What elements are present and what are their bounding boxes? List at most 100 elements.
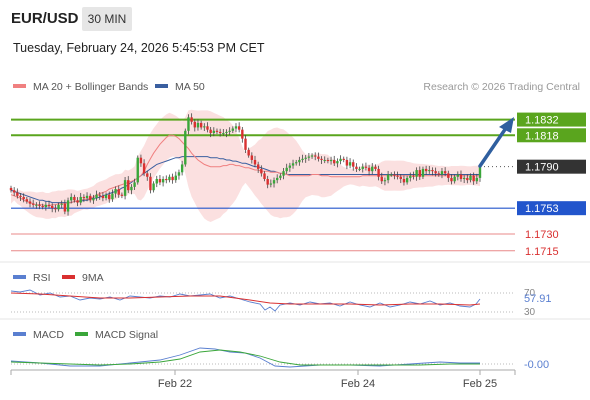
- candle-body: [215, 130, 219, 132]
- candle-body: [323, 159, 326, 161]
- candle-body: [478, 166, 482, 178]
- candle-body: [111, 193, 114, 200]
- forecast-arrow: [478, 126, 508, 168]
- candle-body: [209, 129, 212, 134]
- candle-body: [31, 203, 35, 205]
- level-label-bg: [517, 128, 586, 143]
- candle-body: [361, 166, 364, 169]
- candle-body: [456, 174, 460, 177]
- candle-body: [247, 149, 250, 156]
- candle-body: [174, 175, 177, 181]
- ma9-legend-swatch: [62, 275, 75, 279]
- candle-body: [450, 177, 453, 182]
- candle-body: [50, 205, 54, 209]
- candle-body: [234, 126, 238, 129]
- price-levels: [11, 118, 515, 252]
- candle-body: [28, 201, 32, 204]
- candle-body: [101, 195, 105, 199]
- candle-body: [98, 194, 101, 196]
- candle-body: [443, 171, 447, 174]
- candle-body: [222, 133, 225, 135]
- x-tick-label: Feb 24: [341, 378, 375, 390]
- candle-body: [405, 177, 409, 183]
- candle-body: [130, 186, 133, 191]
- candle-body: [139, 157, 143, 164]
- candles: [9, 113, 482, 216]
- ma50-legend-label: MA 50: [175, 81, 205, 93]
- candle-body: [263, 173, 266, 180]
- candle-body: [44, 204, 48, 208]
- candle-body: [168, 176, 171, 181]
- candle-body: [19, 195, 22, 197]
- bollinger-band: [11, 109, 480, 222]
- candle-body: [295, 162, 298, 164]
- candle-body: [120, 194, 124, 196]
- candle-body: [418, 170, 421, 177]
- candle-body: [85, 195, 89, 199]
- timeframe-button[interactable]: 30 MIN: [82, 7, 132, 31]
- candle-body: [380, 176, 383, 182]
- rsi-legend-label: RSI: [33, 272, 51, 284]
- level-label: 1.1818: [525, 130, 559, 142]
- level-label-bg: [517, 201, 586, 216]
- candle-body: [383, 180, 387, 182]
- candle-body: [367, 167, 371, 172]
- x-tick-label: Feb 25: [463, 378, 497, 390]
- candle-body: [285, 167, 288, 172]
- candle-body: [447, 173, 450, 178]
- candle-body: [199, 122, 203, 128]
- candle-body: [266, 179, 269, 185]
- candle-body: [355, 166, 358, 169]
- candle-body: [371, 166, 374, 172]
- timestamp: Tuesday, February 24, 2026 5:45:53 PM CE…: [13, 41, 265, 55]
- candle-body: [225, 131, 228, 134]
- candle-body: [304, 157, 307, 159]
- candle-body: [301, 158, 304, 160]
- candle-body: [158, 179, 162, 183]
- candle-body: [345, 159, 349, 166]
- candle-body: [231, 128, 235, 131]
- candle-body: [244, 138, 247, 150]
- candle-body: [25, 199, 29, 202]
- candle-body: [424, 168, 428, 172]
- credit-text: Research © 2026 Trading Central: [423, 81, 580, 93]
- candle-body: [108, 194, 111, 200]
- candle-body: [310, 155, 314, 157]
- candle-body: [104, 194, 108, 199]
- candle-body: [136, 157, 139, 183]
- candle-body: [298, 159, 301, 163]
- candle-body: [63, 203, 67, 212]
- candle-body: [127, 180, 130, 191]
- candle-body: [396, 175, 399, 177]
- candle-body: [475, 177, 479, 182]
- candle-body: [171, 176, 174, 181]
- candle-body: [440, 171, 444, 175]
- candle-body: [393, 174, 396, 176]
- level-label: 1.1715: [525, 246, 559, 258]
- candle-body: [260, 168, 263, 174]
- candle-body: [326, 159, 330, 162]
- candle-body: [434, 171, 437, 174]
- bollinger-band-fill: [11, 109, 480, 222]
- candle-body: [342, 158, 345, 160]
- candle-body: [275, 177, 279, 181]
- candle-body: [218, 131, 222, 134]
- macd-legend-swatch: [13, 332, 26, 336]
- candle-body: [177, 172, 181, 176]
- x-tick-label: Feb 22: [158, 378, 192, 390]
- candle-body: [73, 196, 76, 201]
- candle-body: [82, 196, 86, 199]
- candle-body: [428, 170, 431, 172]
- candle-body: [47, 204, 51, 206]
- chart-header: EUR/USD 30 MIN: [0, 0, 590, 40]
- candle-body: [54, 208, 57, 210]
- candle-body: [329, 159, 333, 162]
- rsi-last-value: 57.91: [524, 293, 552, 305]
- level-label-bg: [517, 159, 586, 174]
- candle-body: [339, 158, 342, 162]
- candle-body: [187, 117, 190, 131]
- candle-body: [314, 155, 317, 157]
- candle-body: [89, 195, 92, 201]
- candle-body: [22, 196, 25, 200]
- candle-body: [348, 162, 352, 166]
